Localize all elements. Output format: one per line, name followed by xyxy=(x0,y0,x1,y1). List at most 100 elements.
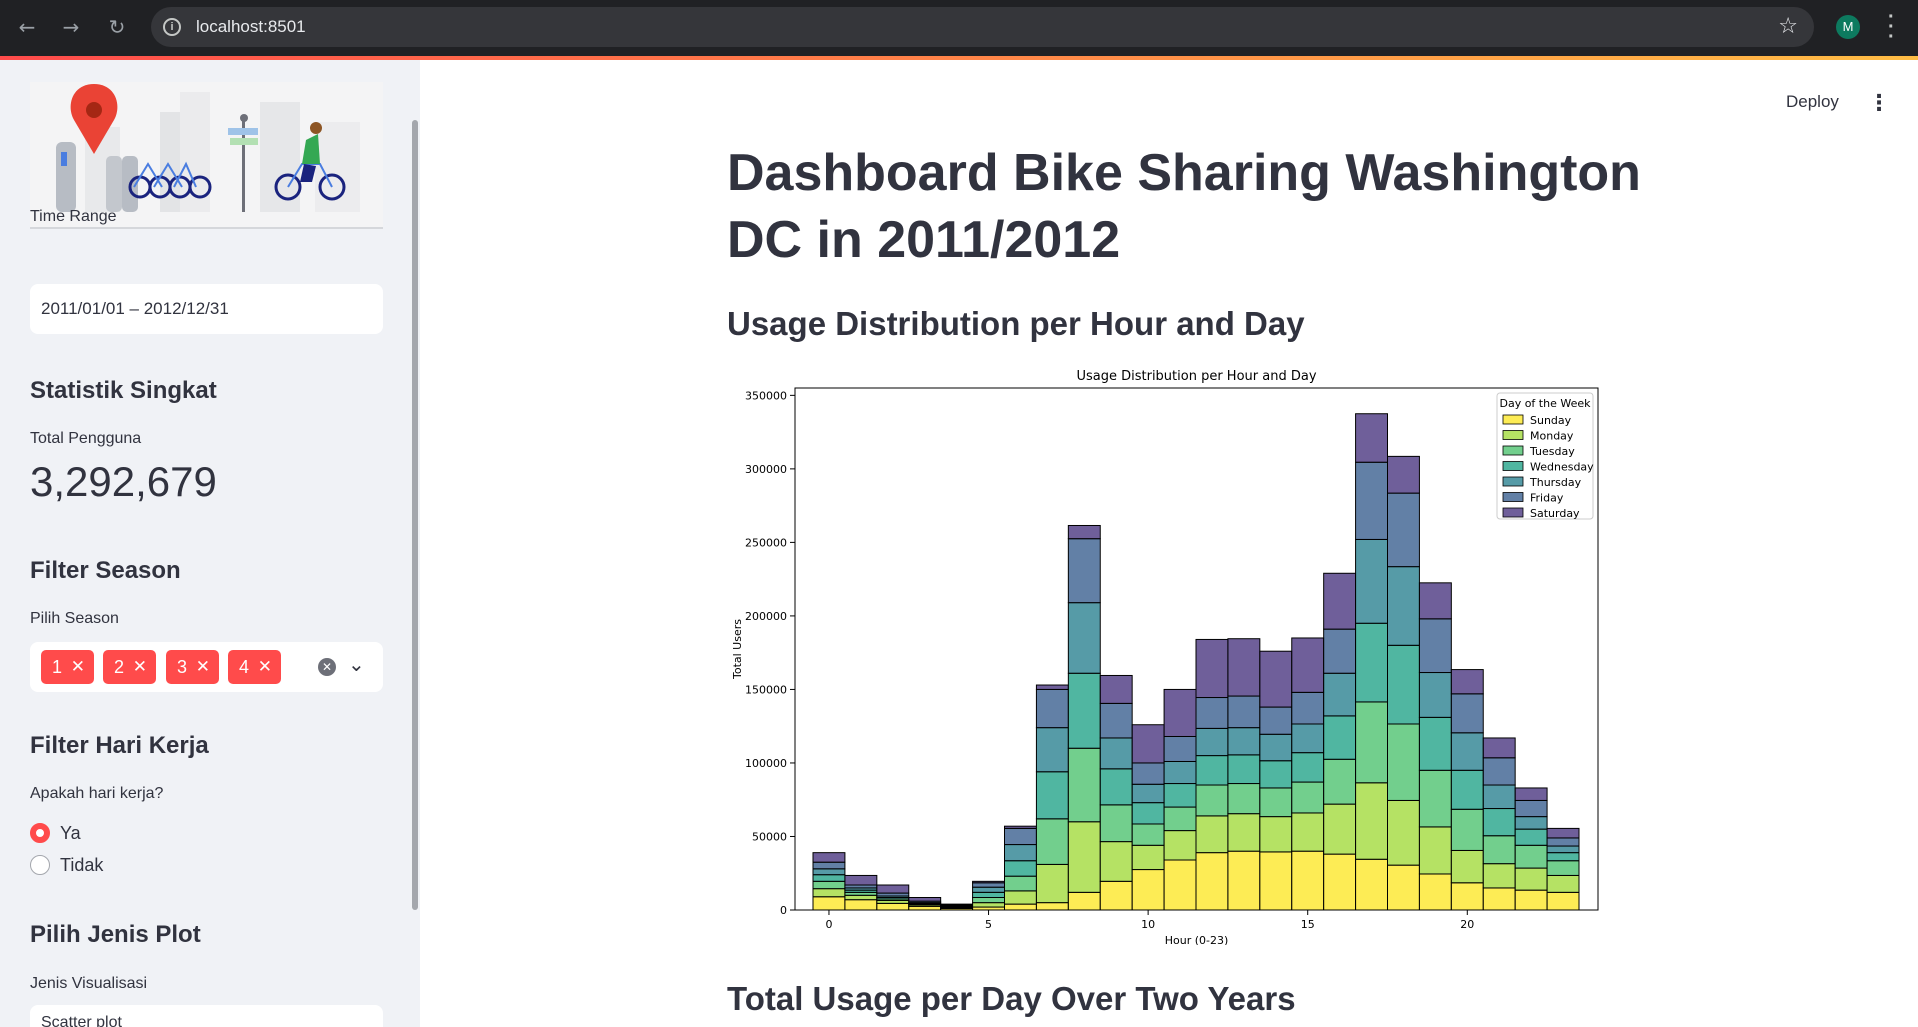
total-users-label: Total Pengguna xyxy=(30,430,142,447)
y-tick-label: 350000 xyxy=(745,389,787,402)
x-tick-label: 5 xyxy=(985,918,992,931)
clear-all-icon[interactable]: ✕ xyxy=(318,658,336,676)
legend-entry: Thursday xyxy=(1529,476,1582,489)
chart-bar xyxy=(1163,688,1197,737)
season-chip[interactable]: 3 ✕ xyxy=(166,650,219,684)
season-chip[interactable]: 2 ✕ xyxy=(103,650,156,684)
chart-bar xyxy=(812,888,846,898)
chart-bar xyxy=(1067,672,1101,749)
season-label: Pilih Season xyxy=(30,610,119,627)
back-icon[interactable]: ← xyxy=(18,15,36,39)
y-tick-label: 100000 xyxy=(745,757,787,770)
browser-menu-icon[interactable]: · · · xyxy=(1888,6,1895,48)
chart-bar xyxy=(1387,864,1420,911)
chart-bar xyxy=(1099,804,1133,843)
radio-tidak[interactable]: Tidak xyxy=(30,854,150,878)
chart-bar xyxy=(1099,880,1133,911)
chart-bar xyxy=(1387,644,1420,725)
radio-selected-icon[interactable] xyxy=(30,823,50,843)
chart-bar xyxy=(1418,826,1452,875)
legend-swatch xyxy=(1502,492,1524,502)
chart-bar xyxy=(1482,863,1516,889)
chart-bar xyxy=(1546,852,1580,862)
chart-bar xyxy=(1418,618,1452,674)
radio-label: Ya xyxy=(60,823,81,843)
legend-swatch xyxy=(1502,445,1524,456)
legend-entry: Monday xyxy=(1530,430,1574,443)
remove-chip-icon[interactable]: ✕ xyxy=(70,657,85,676)
legend-swatch xyxy=(1502,414,1524,425)
remove-chip-icon[interactable]: ✕ xyxy=(132,657,147,676)
chart-bar xyxy=(1004,825,1037,829)
chevron-down-icon[interactable]: ⌄ xyxy=(348,652,365,676)
plot-header: Pilih Jenis Plot xyxy=(30,921,201,948)
address-bar[interactable]: i localhost:8501 ☆ xyxy=(151,7,1814,47)
chart-bar xyxy=(1259,706,1293,735)
chart-bar xyxy=(876,902,910,911)
x-tick-label: 20 xyxy=(1460,918,1474,931)
season-chip[interactable]: 1 ✕ xyxy=(41,650,94,684)
bookmark-star-icon[interactable]: ☆ xyxy=(1778,14,1798,39)
deploy-button[interactable]: Deploy xyxy=(1786,92,1839,111)
chart-bar xyxy=(1227,727,1261,756)
chart-bar xyxy=(1004,827,1037,846)
chart-bar xyxy=(1323,803,1357,855)
app-decoration-bar xyxy=(0,56,1918,60)
chart-bar xyxy=(1387,492,1420,568)
chart-bar xyxy=(812,880,846,890)
season-multiselect[interactable]: 1 ✕ 2 ✕ 3 ✕ 4 ✕ ✕ ⌄ xyxy=(30,642,383,692)
chart-bar xyxy=(1163,806,1197,832)
usage-chart: Usage Distribution per Hour and Day 0 5000… xyxy=(731,369,1599,945)
time-range-label: Time Range xyxy=(30,208,117,225)
chart-bar xyxy=(1035,684,1069,690)
x-tick-label: 10 xyxy=(1141,918,1155,931)
reload-icon[interactable]: ↻ xyxy=(108,15,126,39)
chart-bar xyxy=(844,899,878,911)
browser-toolbar: ← → ↻ i localhost:8501 ☆ M · · · xyxy=(0,0,1918,56)
chart-bar xyxy=(1450,808,1484,851)
profile-avatar[interactable]: M xyxy=(1836,15,1860,39)
chart-bar xyxy=(812,868,846,876)
workday-label: Apakah hari kerja? xyxy=(30,785,164,802)
chart-bar xyxy=(1387,566,1420,646)
chart-bar xyxy=(1195,638,1229,699)
chart-bar xyxy=(1004,844,1037,862)
chart-bar xyxy=(1355,413,1388,463)
chart-bar xyxy=(1514,799,1548,818)
chart-bar xyxy=(1131,724,1165,764)
y-tick-label: 250000 xyxy=(745,536,787,549)
radio-unselected-icon[interactable] xyxy=(30,855,50,875)
chart-bar xyxy=(1450,769,1484,810)
plot-frame xyxy=(794,387,1599,911)
chart-bar xyxy=(844,894,878,901)
chart-bar xyxy=(1323,853,1357,911)
site-info-icon[interactable]: i xyxy=(163,18,181,36)
season-chip-label: 2 xyxy=(114,657,125,677)
remove-chip-icon[interactable]: ✕ xyxy=(195,657,210,676)
radio-ya[interactable]: Ya xyxy=(30,822,150,846)
more-options-icon[interactable]: ⋮ xyxy=(1868,91,1890,116)
x-tick-label: 15 xyxy=(1301,918,1315,931)
season-chip-label: 1 xyxy=(52,657,63,677)
forward-icon[interactable]: → xyxy=(62,15,80,39)
chart-bar xyxy=(1291,812,1325,852)
chart-bar xyxy=(1163,760,1197,785)
y-tick-label: 150000 xyxy=(745,683,787,696)
y-tick-label: 50000 xyxy=(752,830,787,843)
plot-type-select[interactable]: Scatter plot xyxy=(30,1005,383,1027)
chart-bar xyxy=(972,880,1005,884)
chart-bar xyxy=(1131,844,1165,871)
chart-bar xyxy=(1323,715,1357,760)
remove-chip-icon[interactable]: ✕ xyxy=(257,657,272,676)
chart-bar xyxy=(1227,850,1261,911)
time-range-input[interactable]: 2011/01/01 – 2012/12/31 xyxy=(30,284,383,334)
season-chip[interactable]: 4 ✕ xyxy=(228,650,281,684)
chart-bar xyxy=(1514,828,1548,846)
chart-bar xyxy=(972,891,1005,899)
chart-bar xyxy=(1195,727,1229,757)
legend-swatch xyxy=(1502,507,1524,518)
section-heading-daily: Total Usage per Day Over Two Years xyxy=(727,980,1296,1017)
sidebar-scrollbar[interactable] xyxy=(412,120,418,910)
legend-swatch xyxy=(1502,461,1524,471)
chart-bar xyxy=(1195,755,1229,786)
